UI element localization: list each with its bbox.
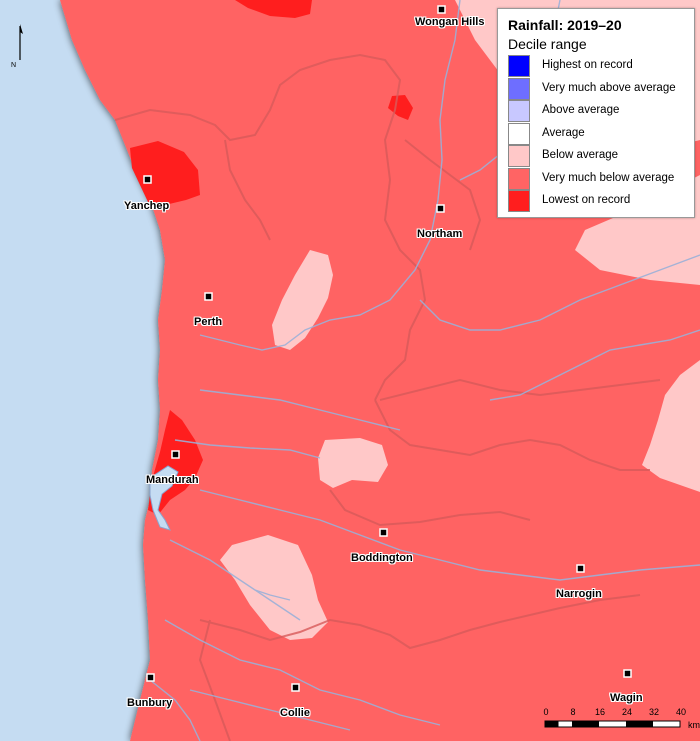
legend-label: Above average [542, 104, 620, 116]
town-marker [171, 450, 180, 459]
legend-swatch [508, 123, 530, 145]
scale-tick: 8 [570, 707, 576, 717]
region-lowest-north-spot [388, 95, 413, 120]
region-lowest-top [235, 0, 312, 18]
scale-tick: 32 [648, 707, 660, 717]
legend-label: Lowest on record [542, 194, 631, 206]
town-marker [291, 683, 300, 692]
town-marker [436, 204, 445, 213]
town-marker [146, 673, 155, 682]
town-label-wongan-hills: Wongan Hills [415, 16, 485, 28]
region-below-average-central-north [272, 250, 333, 350]
peel-inlet [149, 465, 179, 531]
legend-item-highest-on-record: Highest on record [508, 55, 688, 77]
town-label-yanchep: Yanchep [124, 200, 170, 212]
town-marker [623, 669, 632, 678]
north-arrow-label: N [11, 62, 17, 69]
legend-subtitle: Decile range [508, 36, 587, 52]
town-label-wagin: Wagin [610, 692, 643, 704]
scale-tick: 16 [594, 707, 606, 717]
scale-bar: 0 8 16 24 32 40 km [530, 707, 700, 741]
rivers [149, 0, 700, 741]
town-marker [379, 528, 388, 537]
legend-label: Very much above average [542, 82, 676, 94]
town-label-mandurah: Mandurah [146, 474, 199, 486]
scale-unit: km [688, 720, 700, 730]
legend-swatch [508, 168, 530, 190]
region-lowest-yanchep [130, 141, 200, 205]
town-label-boddington: Boddington [351, 552, 413, 564]
north-arrow-icon [19, 24, 23, 60]
town-marker [437, 5, 446, 14]
legend-item-very-much-below-average: Very much below average [508, 168, 688, 190]
legend-swatch [508, 145, 530, 167]
town-marker [204, 292, 213, 301]
town-marker [576, 564, 585, 573]
legend-swatch [508, 55, 530, 77]
legend-label: Below average [542, 149, 619, 161]
scale-bar-graphic [544, 720, 681, 728]
region-below-average-central [318, 438, 388, 488]
scale-tick: 40 [675, 707, 687, 717]
legend-swatch [508, 190, 530, 212]
scale-tick: 0 [543, 707, 549, 717]
legend-swatch [508, 100, 530, 122]
town-label-perth: Perth [194, 316, 223, 328]
district-boundaries [114, 53, 661, 741]
legend-item-above-average: Above average [508, 100, 688, 122]
town-marker [143, 175, 152, 184]
town-label-northam: Northam [417, 228, 463, 240]
region-below-average-east-lower [642, 360, 700, 492]
legend-swatch [508, 78, 530, 100]
legend-item-lowest-on-record: Lowest on record [508, 190, 688, 212]
legend-label: Average [542, 127, 585, 139]
legend-item-very-much-above-average: Very much above average [508, 78, 688, 100]
north-arrow: N [8, 22, 28, 74]
map-legend: Rainfall: 2019–20 Decile range Highest o… [497, 8, 695, 218]
legend-label: Very much below average [542, 172, 675, 184]
legend-item-average: Average [508, 123, 688, 145]
legend-item-below-average: Below average [508, 145, 688, 167]
town-label-bunbury: Bunbury [127, 697, 173, 709]
scale-tick: 24 [621, 707, 633, 717]
region-below-average-southwest [220, 535, 328, 640]
legend-label: Highest on record [542, 59, 633, 71]
legend-title: Rainfall: 2019–20 [508, 17, 622, 33]
town-label-collie: Collie [280, 707, 310, 719]
town-label-narrogin: Narrogin [556, 588, 602, 600]
